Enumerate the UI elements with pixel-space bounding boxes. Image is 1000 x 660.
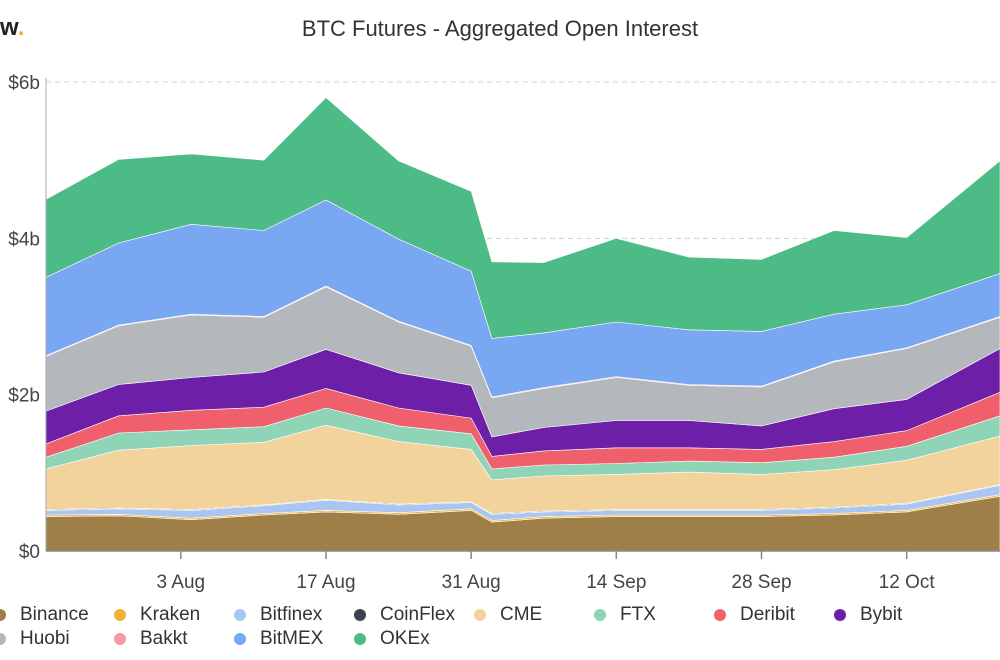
y-tick-label: $6b	[8, 73, 40, 94]
x-tick-label: 17 Aug	[296, 572, 355, 593]
legend-swatch	[114, 609, 126, 621]
legend-item-bitfinex[interactable]: Bitfinex	[234, 604, 322, 626]
legend-item-bitmex[interactable]: BitMEX	[234, 628, 323, 650]
legend-label: Bakkt	[140, 628, 188, 649]
legend-swatch	[234, 609, 246, 621]
brand-logo: w.	[0, 14, 25, 41]
legend-swatch	[114, 633, 126, 645]
legend-item-bybit[interactable]: Bybit	[834, 604, 902, 626]
legend-label: CoinFlex	[380, 604, 455, 625]
legend-item-deribit[interactable]: Deribit	[714, 604, 795, 626]
x-tick-label: 31 Aug	[442, 572, 501, 593]
legend-item-binance[interactable]: Binance	[0, 604, 89, 626]
x-tick-label: 12 Oct	[879, 572, 936, 593]
legend-label: CME	[500, 604, 543, 625]
legend-swatch	[234, 633, 246, 645]
legend-item-coinflex[interactable]: CoinFlex	[354, 604, 455, 626]
legend-swatch	[474, 609, 486, 621]
legend-label: Bybit	[860, 604, 903, 625]
legend-item-okex[interactable]: OKEx	[354, 628, 430, 650]
x-tick-label: 14 Sep	[586, 572, 646, 593]
legend-swatch	[0, 609, 6, 621]
legend-label: OKEx	[380, 628, 430, 649]
legend-label: Binance	[20, 604, 89, 625]
legend-swatch	[714, 609, 726, 621]
legend-label: Deribit	[740, 604, 795, 625]
x-tick-label: 28 Sep	[731, 572, 791, 593]
chart-axes: $0 $2b $4b $6b 3 Aug 17 Aug 31 Aug 14 Sep 28 Sep…	[8, 73, 1000, 593]
chart-legend: Binance Kraken Bitfinex CoinFlex CME FTX Derib…	[0, 604, 1000, 660]
legend-label: BitMEX	[260, 628, 324, 649]
legend-item-bakkt[interactable]: Bakkt	[114, 628, 188, 650]
y-tick-label: $0	[19, 542, 40, 563]
legend-swatch	[0, 633, 6, 645]
legend-swatch	[594, 609, 606, 621]
legend-label: Kraken	[140, 604, 201, 625]
x-tick-label: 3 Aug	[156, 572, 205, 593]
legend-item-cme[interactable]: CME	[474, 604, 542, 626]
legend-swatch	[354, 633, 366, 645]
legend-swatch	[354, 609, 366, 621]
chart-plot: $0 $2b $4b $6b 3 Aug 17 Aug 31 Aug 14 Sep 28 Sep…	[8, 73, 1000, 593]
legend-item-huobi[interactable]: Huobi	[0, 628, 70, 650]
y-tick-label: $2b	[8, 386, 40, 407]
legend-label: FTX	[620, 604, 656, 625]
legend-item-kraken[interactable]: Kraken	[114, 604, 200, 626]
legend-label: Huobi	[20, 628, 70, 649]
legend-label: Bitfinex	[260, 604, 323, 625]
area-okex	[45, 97, 1000, 339]
legend-item-ftx[interactable]: FTX	[594, 604, 656, 626]
y-tick-label: $4b	[8, 229, 40, 250]
chart-title: BTC Futures - Aggregated Open Interest	[301, 16, 699, 41]
legend-swatch	[834, 609, 846, 621]
chart-areas	[45, 97, 1000, 552]
